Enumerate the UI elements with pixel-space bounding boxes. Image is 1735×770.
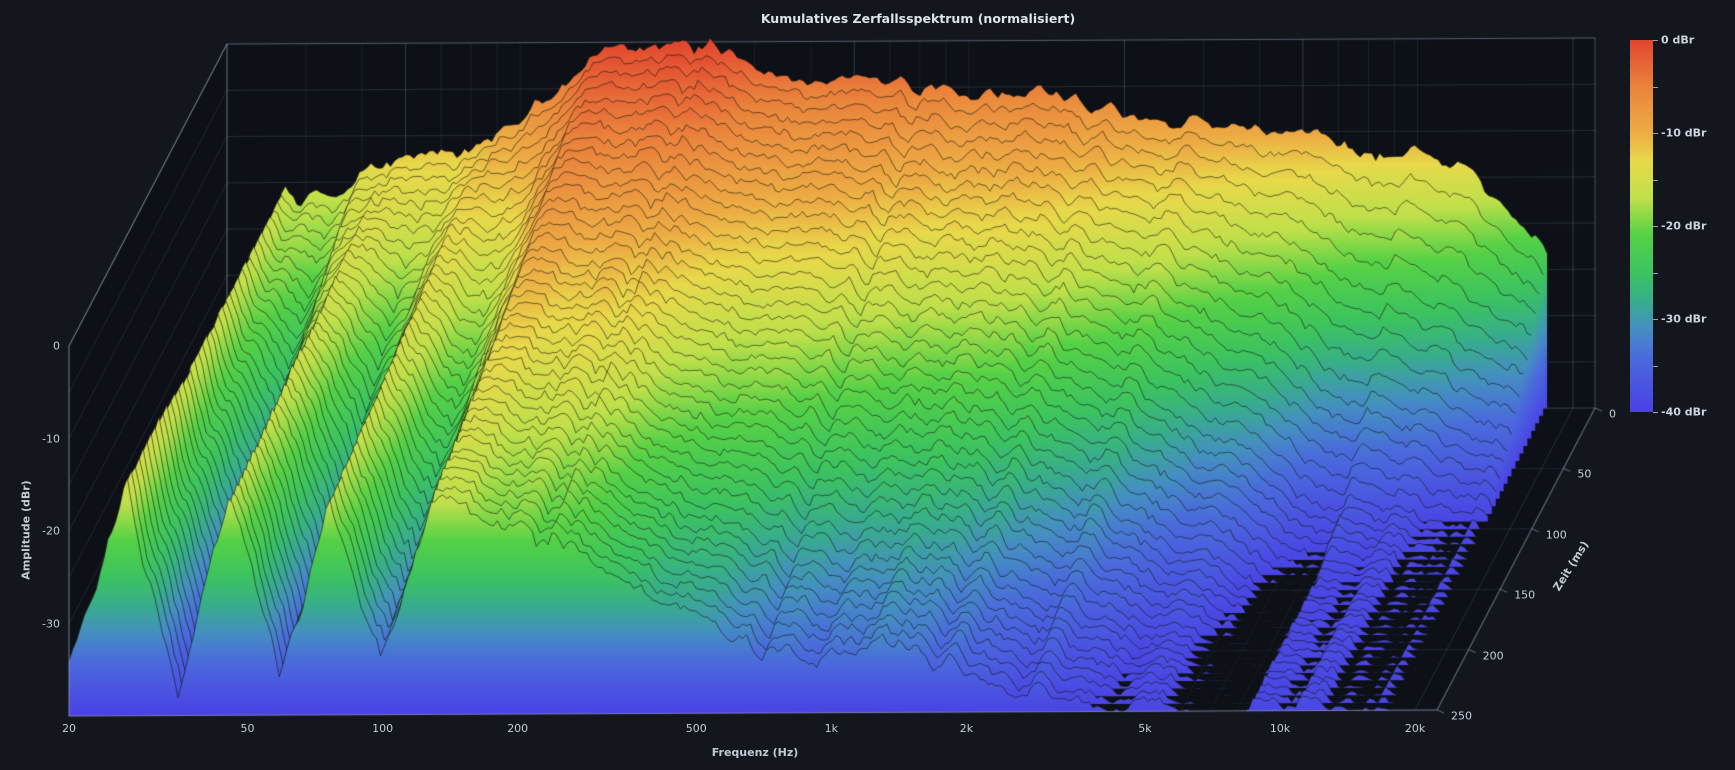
waterfall-plot-canvas[interactable] — [0, 0, 1735, 770]
waterfall-window: Kumulatives Zerfallsspektrum (normalisie… — [0, 0, 1735, 770]
